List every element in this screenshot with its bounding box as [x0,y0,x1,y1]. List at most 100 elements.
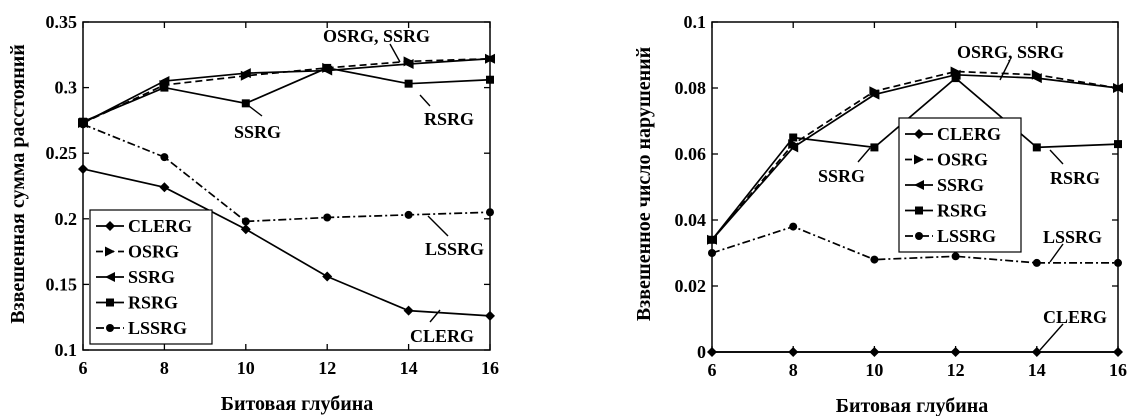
left-chart-annotation-ssrg: SSRG [234,102,281,142]
data-point-rsrg [789,133,798,142]
legend-item-lssrg: LSSRG [905,226,996,246]
legend-item-ssrg: SSRG [96,267,175,287]
right-chart-legend: CLERG OSRG SSRG RSRG LSSRG [898,117,1022,253]
right-chart-annotation-osrg-ssrg: OSRG, SSRG [957,42,1064,81]
left-chart-series [78,53,495,321]
data-point-clerg [485,310,495,321]
right-chart-series [707,66,1123,357]
legend-marker-clerg [105,221,115,231]
left-chart-annotation-lssrg: LSSRG [425,215,484,259]
series-line-lssrg [82,123,491,223]
series-line-ssrg [82,57,491,124]
data-point-ssrg [788,142,799,153]
series-line-clerg [82,168,491,317]
annotation-label: SSRG [234,122,281,142]
data-point-ssrg [1031,73,1042,84]
data-point-rsrg [951,74,960,83]
legend-marker-lssrg [106,324,114,332]
left-chart-y-axis-label: Взвешенная сумма расстояний [7,44,29,324]
data-point-clerg [240,224,251,235]
left-chart-legend: CLERG OSRG SSRG RSRG LSSRG [89,209,213,345]
annotation-label: OSRG, SSRG [323,26,430,46]
right-chart-annotation-clerg: CLERG [1039,307,1107,351]
y-tick-label: 0.06 [675,144,707,164]
y-tick-label: 0.02 [675,276,707,296]
legend-label: OSRG [128,242,179,262]
data-point-lssrg [160,153,169,162]
legend-label: SSRG [937,175,984,195]
y-tick-label: 0.25 [46,143,78,163]
legend-label: LSSRG [937,226,996,246]
data-point-lssrg [486,208,494,217]
legend-label: CLERG [128,216,192,236]
left-chart-axes-frame [82,21,491,351]
left-chart-x-axis-label: Битовая глубина [221,393,374,415]
x-tick-label: 12 [947,360,965,380]
x-tick-label: 8 [789,360,798,380]
x-tick-label: 16 [481,358,499,378]
y-tick-label: 0.08 [675,78,707,98]
x-tick-label: 6 [79,358,88,378]
data-point-clerg [707,347,717,357]
data-point-rsrg [404,79,413,88]
legend-item-lssrg: LSSRG [96,318,187,338]
right-chart-ticks: 6 8 10 12 14 16 0 0.02 0.04 0.06 0.08 0.1 [675,12,1128,380]
x-tick-label: 16 [1109,360,1127,380]
legend-marker-rsrg [915,206,923,215]
right-chart-y-axis-label: Взвешенное число нарушений [633,47,655,321]
annotation-label: OSRG, SSRG [957,42,1064,62]
left-chart-annotation-clerg: CLERG [410,309,474,346]
legend-marker-clerg [914,129,924,139]
data-point-ssrg [1113,83,1123,93]
x-tick-label: 14 [400,358,418,378]
legend-label: LSSRG [128,318,187,338]
series-line-ssrg [711,73,1119,241]
y-tick-label: 0.04 [675,210,707,230]
annotation-label: SSRG [818,166,865,186]
data-point-lssrg [323,213,332,222]
series-line-rsrg [711,76,1119,241]
legend-label: RSRG [128,293,178,313]
data-point-rsrg [160,83,169,92]
data-point-clerg [950,347,961,357]
data-point-lssrg [951,252,960,261]
y-tick-label: 0 [697,342,706,362]
legend-marker-ssrg [914,180,924,190]
data-point-clerg [788,347,799,357]
legend-label: RSRG [937,201,987,221]
data-point-rsrg [1032,143,1041,152]
left-chart-annotation-osrg-ssrg: OSRG, SSRG [323,26,430,63]
legend-item-osrg: OSRG [905,150,988,170]
y-tick-label: 0.35 [46,12,78,32]
legend-item-clerg: CLERG [96,216,192,236]
series-line-osrg [711,70,1119,241]
right-chart-x-axis-label: Битовая глубина [836,395,989,416]
data-point-ssrg [240,68,251,79]
data-point-clerg [322,271,333,282]
x-tick-label: 6 [708,360,717,380]
plot-area-border [82,21,491,351]
data-point-ssrg [485,53,495,64]
legend-item-osrg: OSRG [96,242,179,262]
data-point-lssrg [404,210,413,219]
legend-marker-rsrg [106,298,114,307]
annotation-label: RSRG [1050,168,1100,188]
data-point-lssrg [870,255,879,264]
data-point-rsrg [323,63,332,72]
legend-item-rsrg: RSRG [96,293,178,313]
y-tick-label: 0.2 [55,209,78,229]
x-tick-label: 10 [865,360,883,380]
legend-item-rsrg: RSRG [905,201,987,221]
y-tick-label: 0.15 [46,274,78,294]
x-tick-label: 14 [1028,360,1046,380]
series-line-lssrg [711,225,1118,264]
annotation-label: LSSRG [425,239,484,259]
data-point-ssrg [869,89,880,100]
y-tick-label: 0.1 [55,340,78,360]
data-point-lssrg [789,222,798,231]
right-chart-annotation-lssrg: LSSRG [1043,227,1102,263]
data-point-lssrg [708,249,716,257]
legend-item-ssrg: SSRG [905,175,984,195]
data-point-rsrg [486,75,494,84]
